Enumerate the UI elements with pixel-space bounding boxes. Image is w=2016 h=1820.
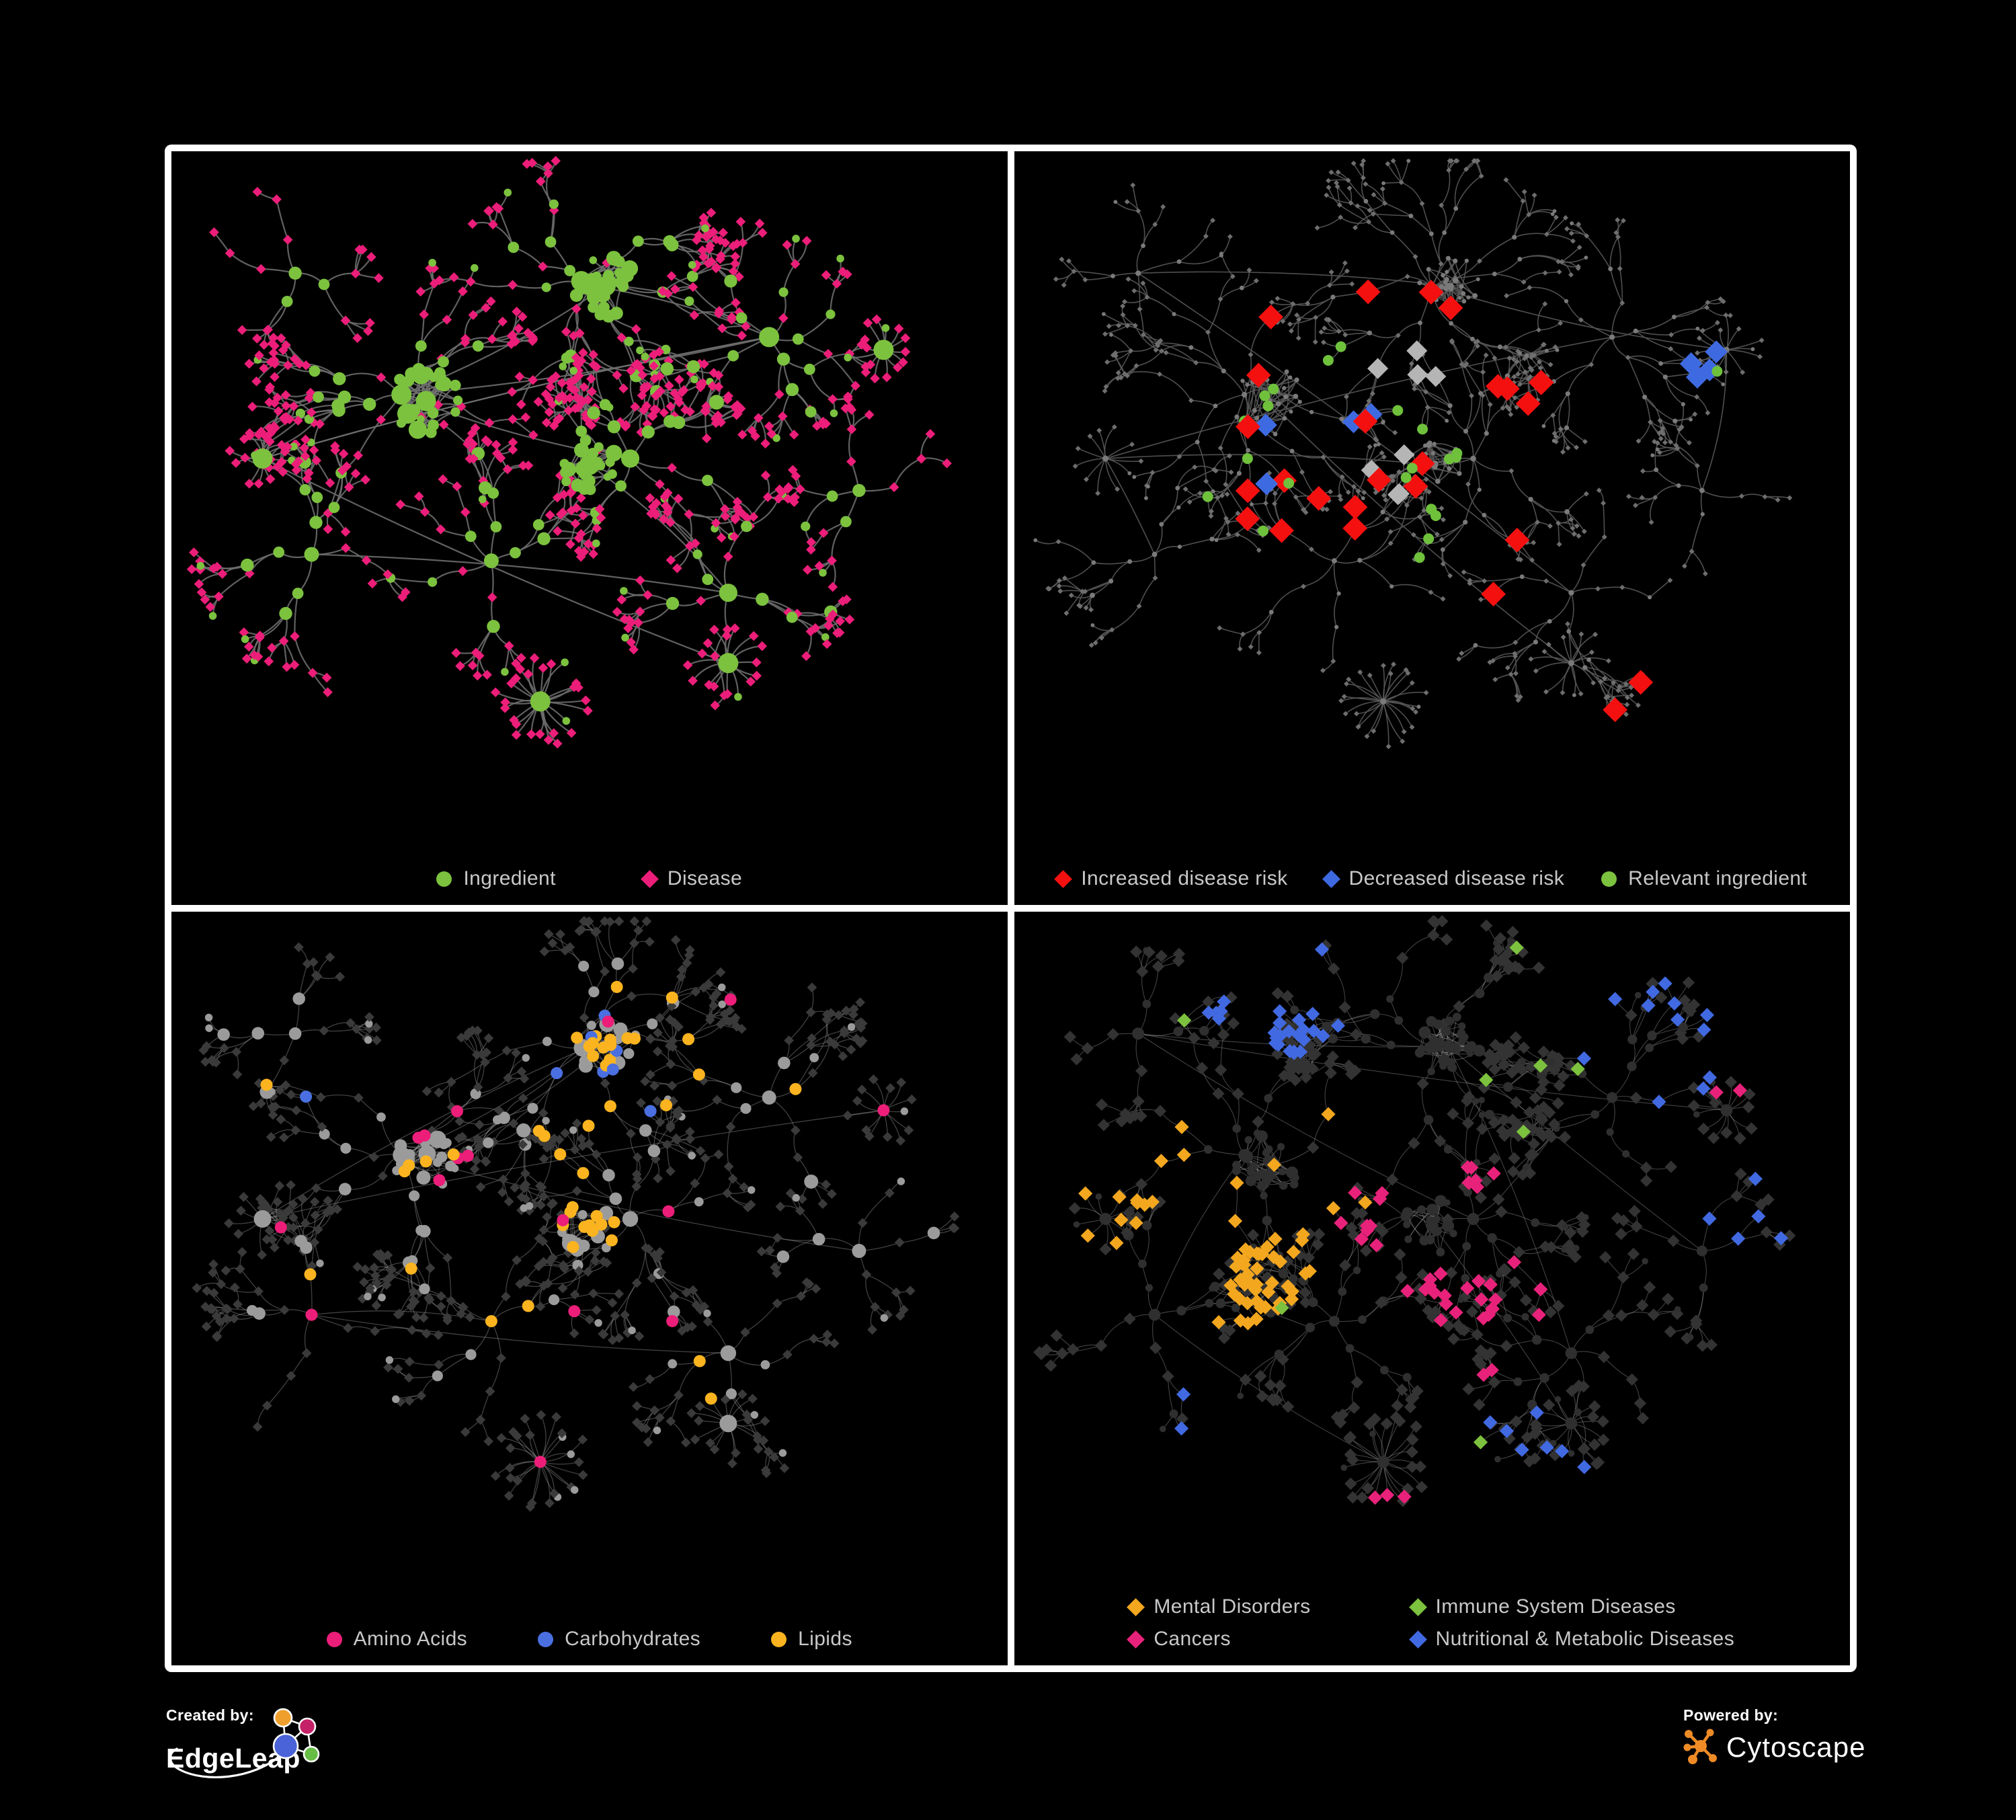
- legend-label: Carbohydrates: [565, 1628, 701, 1650]
- diamond-marker-icon: [1408, 1630, 1427, 1649]
- circle-marker-icon: [326, 1631, 342, 1647]
- legend-nutrient-groups: Amino Acids Carbohydrates Lipids: [171, 1628, 1008, 1651]
- circle-marker-icon: [1601, 871, 1617, 887]
- circle-marker-icon: [771, 1631, 787, 1647]
- legend-label: Immune System Diseases: [1435, 1595, 1676, 1618]
- diamond-marker-icon: [1322, 869, 1340, 888]
- legend-label: Amino Acids: [353, 1628, 468, 1650]
- figure-frame: Ingredient Disease Increased disease risk…: [165, 145, 1857, 1672]
- cytoscape-brand-block: Powered by: Cytoscape: [1682, 1704, 1964, 1795]
- cytoscape-logo-icon: Powered by: Cytoscape: [1683, 1706, 1865, 1764]
- legend-label: Lipids: [798, 1628, 852, 1650]
- edgeleap-brand-block: Created by: EdgeLeap: [165, 1704, 481, 1795]
- circle-marker-icon: [436, 871, 452, 887]
- cytoscape-network-icon: [1683, 1729, 1717, 1764]
- edgeleap-network-icon: [272, 1708, 320, 1763]
- legend-disease-risk: Increased disease risk Decreased disease …: [1014, 867, 1851, 890]
- legend-item-amino-acids: Amino Acids: [326, 1628, 468, 1651]
- legend-label: Mental Disorders: [1154, 1595, 1311, 1618]
- powered-by-label: Powered by:: [1683, 1706, 1778, 1724]
- edgeleap-swoosh-icon: [169, 1747, 282, 1779]
- legend-item-cancers: Cancers: [1127, 1628, 1310, 1651]
- panel-nutrient-groups: Amino Acids Carbohydrates Lipids: [171, 912, 1008, 1665]
- legend-label: Relevant ingredient: [1628, 867, 1808, 889]
- circle-marker-icon: [538, 1631, 554, 1647]
- legend-label: Decreased disease risk: [1348, 867, 1565, 889]
- cytoscape-wordmark: Cytoscape: [1726, 1731, 1865, 1763]
- legend-item-nutritional-metabolic-diseases: Nutritional & Metabolic Diseases: [1408, 1628, 1735, 1651]
- diamond-marker-icon: [1054, 869, 1073, 888]
- legend-item-immune-system-diseases: Immune System Diseases: [1408, 1595, 1735, 1618]
- legend-item-carbohydrates: Carbohydrates: [538, 1628, 700, 1651]
- legend-item-increased-disease-risk: Increased disease risk: [1054, 867, 1288, 890]
- legend-label: Ingredient: [463, 867, 556, 889]
- network-graph-nutrient-groups: [192, 916, 960, 1512]
- legend-label: Cancers: [1154, 1628, 1231, 1650]
- network-graph-ingredient-disease: [186, 155, 952, 749]
- legend-item-relevant-ingredient: Relevant ingredient: [1601, 867, 1807, 890]
- legend-item-decreased-disease-risk: Decreased disease risk: [1322, 867, 1565, 890]
- network-graph-disease-categories: [1033, 915, 1796, 1507]
- legend-item-disease: Disease: [640, 867, 743, 890]
- panel-ingredient-disease: Ingredient Disease: [171, 151, 1008, 905]
- diamond-marker-icon: [640, 869, 659, 888]
- legend-label: Disease: [667, 867, 743, 889]
- legend-ingredient-disease: Ingredient Disease: [171, 867, 1008, 890]
- legend-disease-categories: Mental Disorders Immune System Diseases Ca…: [1014, 1595, 1851, 1651]
- legend-label: Nutritional & Metabolic Diseases: [1435, 1628, 1735, 1650]
- diamond-marker-icon: [1127, 1597, 1145, 1616]
- legend-label: Increased disease risk: [1081, 867, 1288, 889]
- created-by-label: Created by:: [166, 1706, 254, 1724]
- panel-disease-risk: Increased disease risk Decreased disease …: [1014, 151, 1851, 905]
- legend-item-lipids: Lipids: [771, 1628, 852, 1651]
- diamond-marker-icon: [1127, 1630, 1145, 1649]
- diamond-marker-icon: [1408, 1597, 1427, 1616]
- legend-item-ingredient: Ingredient: [436, 867, 555, 890]
- network-graph-disease-risk: [1033, 158, 1792, 750]
- panel-disease-categories: Mental Disorders Immune System Diseases Ca…: [1014, 912, 1851, 1665]
- legend-item-mental-disorders: Mental Disorders: [1127, 1595, 1311, 1618]
- edgeleap-logo-icon: Created by: EdgeLeap: [166, 1706, 320, 1779]
